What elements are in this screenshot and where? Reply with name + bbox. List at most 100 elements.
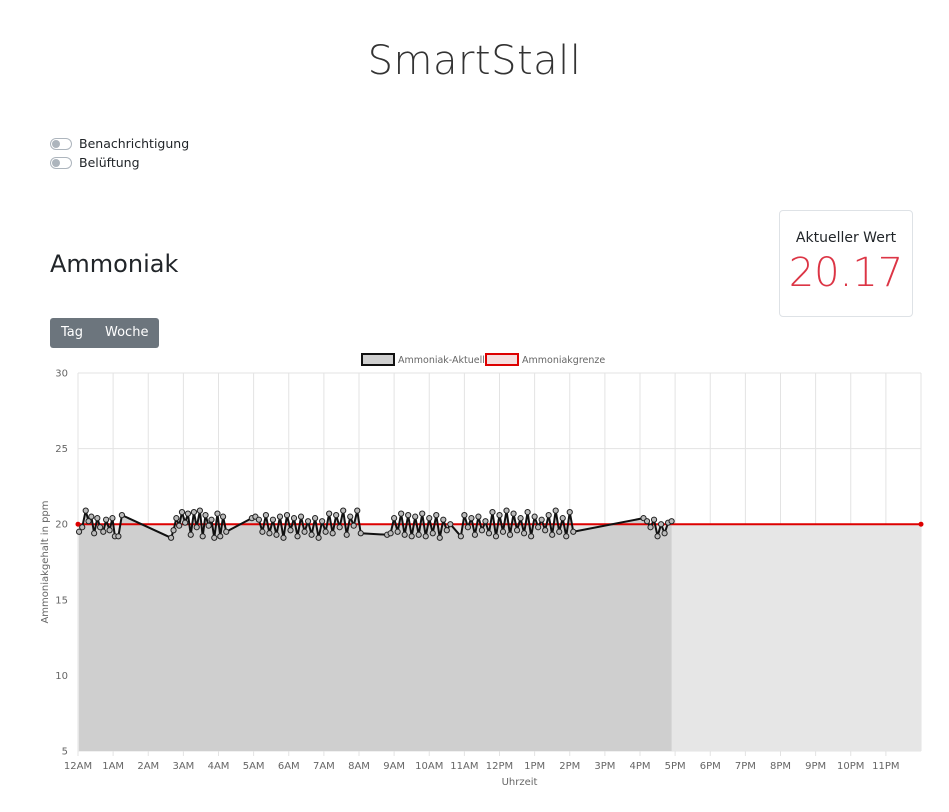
x-tick-label: 12AM xyxy=(64,761,92,772)
actual-point xyxy=(294,533,301,540)
actual-point xyxy=(391,515,398,522)
actual-point xyxy=(471,531,479,538)
actual-point xyxy=(182,519,189,526)
actual-point xyxy=(461,512,468,519)
legend-label-limit: Ammoniakgrenze xyxy=(522,355,605,366)
actual-point xyxy=(297,513,305,520)
actual-point xyxy=(315,534,322,541)
actual-point xyxy=(170,527,177,534)
actual-point xyxy=(357,530,364,537)
switch-knob xyxy=(52,139,60,148)
actual-point xyxy=(510,510,517,517)
actual-line xyxy=(78,509,673,539)
actual-point xyxy=(269,516,277,523)
actual-point xyxy=(657,521,665,528)
actual-point xyxy=(214,510,221,517)
range-button-group: Tag Woche xyxy=(50,318,160,348)
actual-point xyxy=(88,513,95,520)
actual-point xyxy=(311,515,319,522)
x-tick-label: 9PM xyxy=(805,761,826,772)
current-value: 20.17 xyxy=(788,250,904,296)
actual-point xyxy=(217,533,224,540)
actual-point xyxy=(426,515,433,522)
actual-point xyxy=(524,509,531,516)
actual-point xyxy=(308,531,315,538)
week-button[interactable]: Woche xyxy=(105,325,149,340)
actual-point xyxy=(468,515,475,522)
actual-point xyxy=(259,528,266,535)
actual-point xyxy=(82,507,89,514)
x-tick-label: 7AM xyxy=(313,761,335,772)
actual-point xyxy=(91,530,98,537)
toggle-ventilation[interactable]: Belüftung xyxy=(50,153,189,172)
actual-point xyxy=(276,513,284,520)
actual-point xyxy=(173,515,180,522)
legend-swatch-actual xyxy=(361,353,395,366)
actual-point xyxy=(668,518,675,525)
actual-point xyxy=(478,527,486,534)
legend-label-actual: Ammoniak-Aktuell xyxy=(398,355,485,366)
actual-area xyxy=(79,510,672,751)
actual-point xyxy=(319,518,326,525)
actual-point xyxy=(94,515,101,522)
y-tick-label: 5 xyxy=(62,747,68,758)
actual-point xyxy=(436,534,443,541)
actual-point xyxy=(387,530,394,537)
actual-point xyxy=(499,528,507,535)
x-tick-label: 6PM xyxy=(700,761,721,772)
y-tick-label: 10 xyxy=(55,671,68,682)
actual-point xyxy=(475,513,482,520)
actual-point xyxy=(100,528,107,535)
actual-point xyxy=(464,524,471,531)
actual-point xyxy=(199,533,206,540)
actual-point xyxy=(412,513,419,520)
actual-point xyxy=(563,533,570,540)
actual-point xyxy=(205,522,212,529)
actual-point xyxy=(347,513,354,520)
actual-point xyxy=(661,530,668,537)
actual-point xyxy=(447,521,454,528)
x-tick-label: 10PM xyxy=(837,761,864,772)
x-tick-label: 5PM xyxy=(665,761,686,772)
actual-point xyxy=(556,528,563,535)
actual-point xyxy=(429,530,436,537)
x-tick-label: 2PM xyxy=(559,761,580,772)
x-tick-label: 3AM xyxy=(172,761,194,772)
actual-point xyxy=(287,527,294,534)
actual-point xyxy=(280,534,287,541)
actual-point xyxy=(301,528,308,535)
y-tick-label: 25 xyxy=(55,444,68,455)
actual-point xyxy=(650,516,658,523)
x-tick-label: 6AM xyxy=(278,761,300,772)
actual-point xyxy=(520,530,528,537)
actual-point xyxy=(517,515,524,522)
ventilation-switch[interactable] xyxy=(50,156,72,169)
app-title: SmartStall xyxy=(367,38,582,84)
actual-point xyxy=(552,507,559,514)
actual-point xyxy=(528,533,535,540)
actual-point xyxy=(262,512,270,519)
actual-point xyxy=(79,524,86,531)
actual-point xyxy=(433,512,440,519)
actual-point xyxy=(398,510,405,517)
toggle-notification[interactable]: Benachrichtigung xyxy=(50,134,189,153)
x-tick-label: 12PM xyxy=(486,761,513,772)
limit-point xyxy=(918,521,924,527)
actual-point xyxy=(322,528,329,535)
actual-point xyxy=(485,530,493,537)
notification-switch[interactable] xyxy=(50,137,72,150)
actual-point xyxy=(219,513,227,520)
actual-point xyxy=(184,510,192,517)
actual-point xyxy=(167,534,175,541)
ventilation-label: Belüftung xyxy=(79,155,140,170)
legend-swatch-limit xyxy=(485,353,519,366)
y-axis-title: Ammoniakgehalt in ppm xyxy=(40,500,51,623)
actual-point xyxy=(326,510,333,517)
actual-point xyxy=(290,515,298,522)
day-button[interactable]: Tag xyxy=(61,325,84,340)
actual-point xyxy=(489,509,496,516)
x-tick-label: 8PM xyxy=(770,761,791,772)
x-tick-label: 2AM xyxy=(137,761,159,772)
actual-point xyxy=(647,524,654,531)
actual-point xyxy=(457,533,464,540)
